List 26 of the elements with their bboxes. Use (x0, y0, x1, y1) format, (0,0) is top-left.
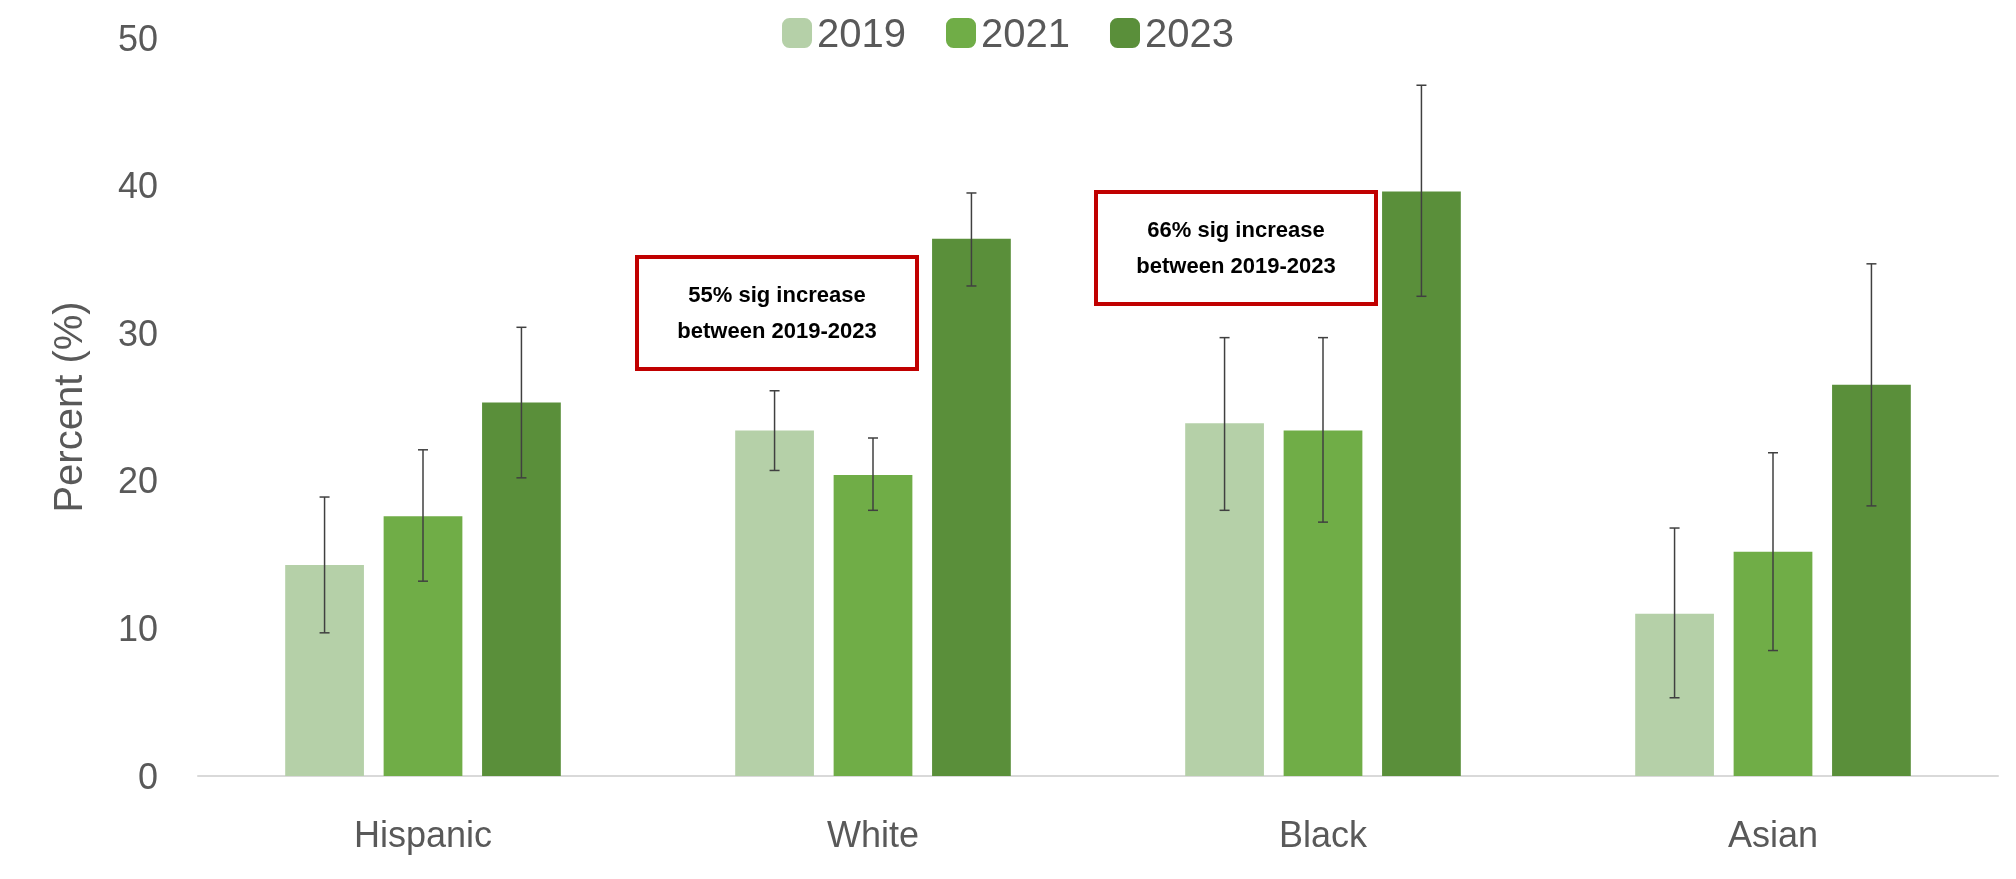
bar (482, 402, 561, 776)
y-tick-label: 0 (137, 755, 158, 797)
bar (1185, 423, 1264, 776)
y-tick-label: 30 (117, 312, 158, 354)
y-tick-label: 20 (117, 460, 158, 502)
y-tick-label: 10 (117, 607, 158, 649)
bar (1283, 430, 1363, 776)
bar (383, 516, 463, 776)
y-axis-title: Percent (%) (46, 301, 90, 513)
legend-label: 2023 (1144, 11, 1234, 55)
x-tick-label: Hispanic (353, 813, 493, 855)
bar (1635, 613, 1714, 776)
bar (1733, 551, 1813, 776)
bar (1832, 384, 1911, 776)
y-tick-label: 50 (117, 17, 158, 59)
bar (285, 564, 364, 776)
bar (833, 474, 913, 776)
x-tick-label: Black (1278, 813, 1369, 855)
bar (1382, 191, 1461, 776)
legend-label: 2019 (817, 11, 907, 55)
y-tick-label: 40 (117, 165, 158, 207)
x-tick-label: White (826, 813, 920, 855)
x-tick-label: Asian (1727, 813, 1819, 855)
legend-label: 2021 (981, 11, 1070, 55)
bar (932, 238, 1011, 776)
bar (735, 430, 814, 776)
